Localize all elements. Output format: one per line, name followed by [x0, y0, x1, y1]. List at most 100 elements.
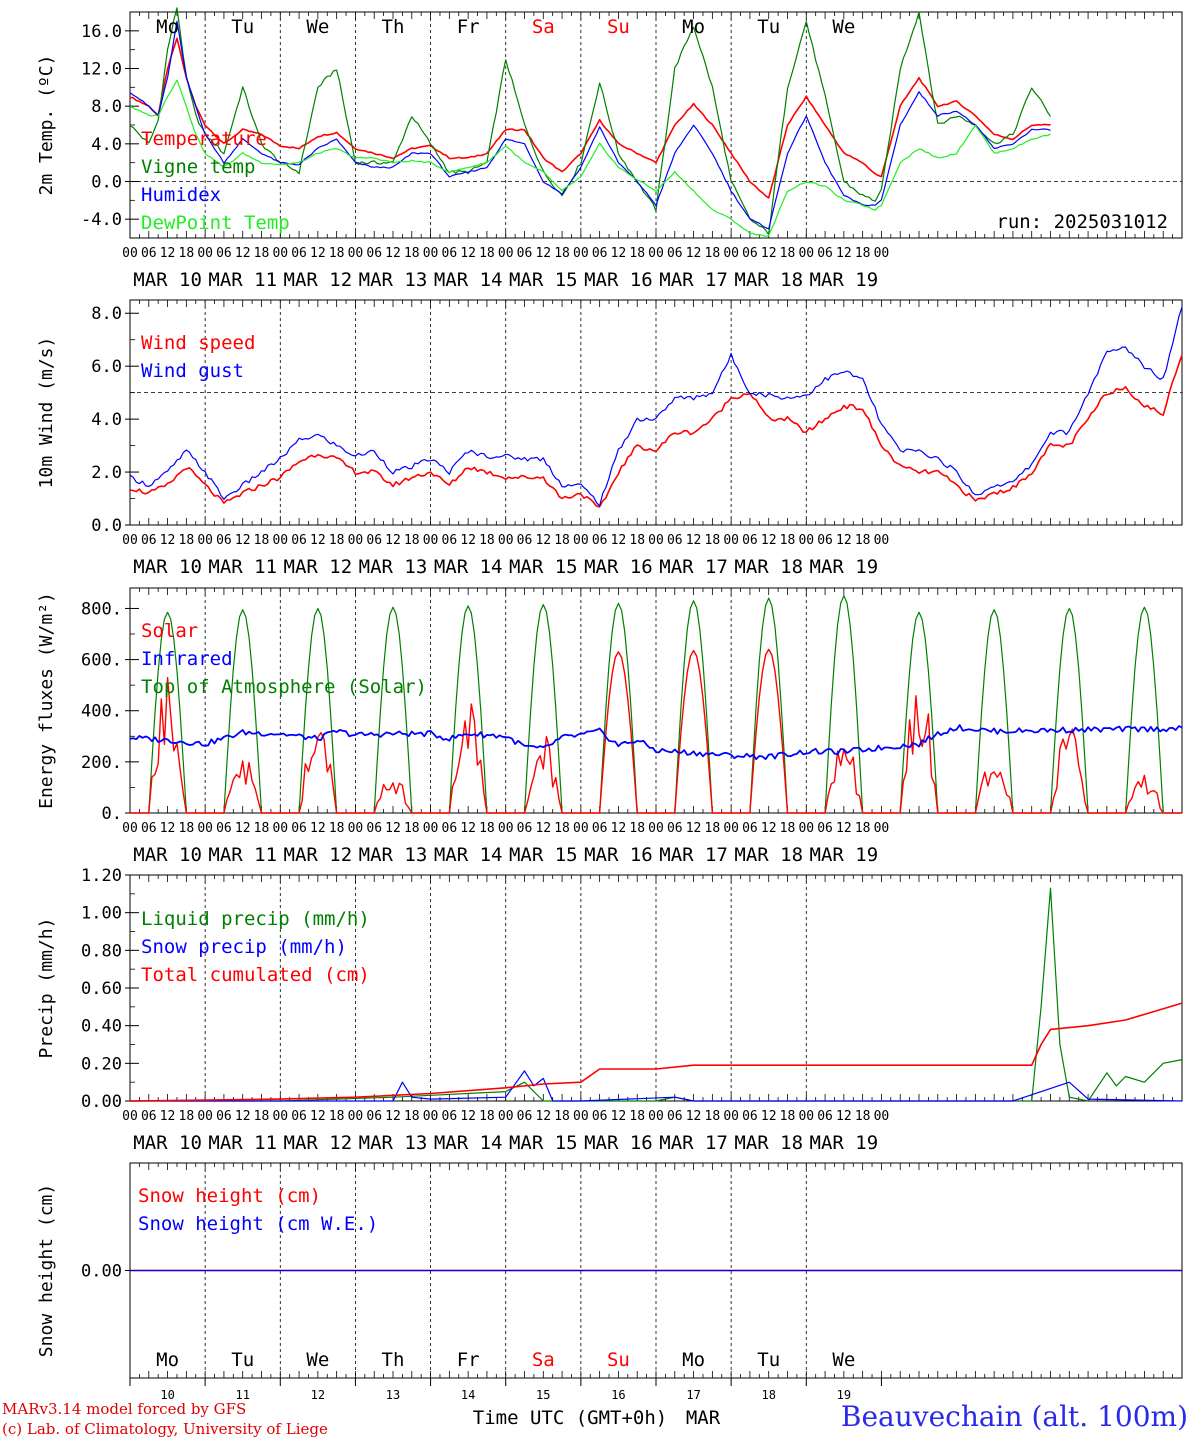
hour-tick-label: 00	[874, 533, 890, 548]
hour-tick-label: 12	[460, 1109, 476, 1124]
hour-tick-label: 00	[573, 821, 589, 836]
hour-tick-label: 18	[329, 1109, 345, 1124]
y-axis-label: Snow height (cm)	[36, 1184, 57, 1357]
hour-tick-label: 00	[122, 246, 138, 261]
hour-tick-label: 12	[160, 1109, 176, 1124]
hour-tick-label: 00	[197, 246, 213, 261]
hour-tick-label: 18	[479, 821, 495, 836]
hour-tick-label: 18	[329, 533, 345, 548]
y-tick-label: 0.	[102, 804, 122, 824]
hour-tick-label: 12	[235, 821, 251, 836]
day-name-top: Th	[382, 16, 405, 38]
date-label: MAR 16	[584, 269, 653, 291]
y-tick-label: 0.0	[91, 516, 122, 536]
hour-tick-label: 06	[291, 1109, 307, 1124]
hour-tick-label: 00	[272, 533, 288, 548]
lab-credit: (c) Lab. of Climatology, University of L…	[2, 1420, 328, 1438]
day-name-top: We	[832, 16, 855, 38]
hour-tick-label: 18	[855, 246, 871, 261]
hour-tick-label: 18	[629, 1109, 645, 1124]
legend-entry: Snow height (cm)	[138, 1185, 321, 1207]
legend-entry: Temperature	[141, 128, 267, 150]
date-label: MAR 14	[434, 556, 503, 578]
day-number: 16	[611, 1388, 625, 1402]
date-label: MAR 10	[133, 1132, 202, 1154]
hour-tick-label: 18	[705, 821, 721, 836]
hour-tick-label: 06	[141, 246, 157, 261]
y-axis-label: 10m Wind (m/s)	[36, 337, 57, 489]
y-tick-label: 0.40	[81, 1017, 122, 1037]
day-number: 15	[536, 1388, 550, 1402]
hour-tick-label: 18	[404, 246, 420, 261]
hour-tick-label: 00	[122, 1109, 138, 1124]
hour-tick-label: 18	[254, 533, 270, 548]
y-tick-label: 0.0	[91, 173, 122, 193]
y-tick-label: 600.	[81, 651, 122, 671]
y-tick-label: 400.	[81, 702, 122, 722]
hour-tick-label: 00	[798, 533, 814, 548]
hour-tick-label: 18	[479, 533, 495, 548]
series-line-temperature	[129, 37, 1051, 199]
hour-tick-label: 06	[517, 246, 533, 261]
date-label: MAR 11	[208, 844, 277, 866]
hour-tick-label: 06	[817, 821, 833, 836]
hour-tick-label: 00	[348, 533, 364, 548]
day-name-top: Fr	[457, 16, 480, 38]
legend-entry: Top of Atmosphere (Solar)	[141, 676, 427, 698]
hour-tick-label: 00	[498, 533, 514, 548]
hour-tick-label: 00	[498, 821, 514, 836]
hour-tick-label: 12	[310, 1109, 326, 1124]
hour-tick-label: 06	[592, 533, 608, 548]
y-tick-label: 12.0	[81, 60, 122, 80]
hour-tick-label: 12	[235, 533, 251, 548]
hour-tick-label: 00	[874, 246, 890, 261]
date-label: MAR 12	[284, 556, 353, 578]
hour-tick-label: 00	[423, 1109, 439, 1124]
hour-tick-label: 06	[216, 533, 232, 548]
hour-tick-label: 12	[235, 246, 251, 261]
hour-tick-label: 00	[348, 246, 364, 261]
hour-tick-label: 12	[385, 821, 401, 836]
y-tick-label: 0.00	[81, 1092, 122, 1112]
date-label: MAR 14	[434, 269, 503, 291]
hour-tick-label: 18	[254, 821, 270, 836]
hour-tick-label: 18	[479, 246, 495, 261]
day-number: 14	[461, 1388, 475, 1402]
hour-tick-label: 18	[479, 1109, 495, 1124]
legend-entry: Snow precip (mm/h)	[141, 936, 347, 958]
hour-tick-label: 12	[761, 821, 777, 836]
day-name-bottom: Sa	[532, 1349, 555, 1371]
hour-tick-label: 12	[310, 246, 326, 261]
hour-tick-label: 12	[761, 246, 777, 261]
day-name-top: Tu	[231, 16, 254, 38]
hour-tick-label: 18	[404, 1109, 420, 1124]
hour-tick-label: 12	[611, 533, 627, 548]
day-name-bottom: Tu	[757, 1349, 780, 1371]
hour-tick-label: 06	[667, 533, 683, 548]
hour-tick-label: 12	[686, 821, 702, 836]
hour-tick-label: 00	[272, 1109, 288, 1124]
hour-tick-label: 06	[667, 1109, 683, 1124]
y-tick-label: 200.	[81, 753, 122, 773]
model-credit: MARv3.14 model forced by GFS	[2, 1400, 247, 1418]
y-tick-label: 2.0	[91, 463, 122, 483]
hour-tick-label: 18	[554, 1109, 570, 1124]
hour-tick-label: 12	[160, 821, 176, 836]
station-title: Beauvechain (alt. 100m)	[840, 1400, 1188, 1433]
x-axis-label: Time UTC (GMT+0h)	[473, 1407, 667, 1429]
date-label: MAR 19	[810, 1132, 879, 1154]
hour-tick-label: 06	[141, 821, 157, 836]
hour-tick-label: 00	[723, 1109, 739, 1124]
hour-tick-label: 12	[836, 533, 852, 548]
hour-tick-label: 00	[648, 1109, 664, 1124]
hour-tick-label: 06	[216, 246, 232, 261]
hour-tick-label: 00	[648, 533, 664, 548]
y-axis-label: Precip (mm/h)	[36, 918, 57, 1059]
hour-tick-label: 00	[573, 1109, 589, 1124]
hour-tick-label: 12	[686, 1109, 702, 1124]
y-tick-label: 1.20	[81, 866, 122, 886]
hour-tick-label: 06	[216, 1109, 232, 1124]
day-name-top: Sa	[532, 16, 555, 38]
date-label: MAR 11	[208, 269, 277, 291]
hour-tick-label: 06	[216, 821, 232, 836]
